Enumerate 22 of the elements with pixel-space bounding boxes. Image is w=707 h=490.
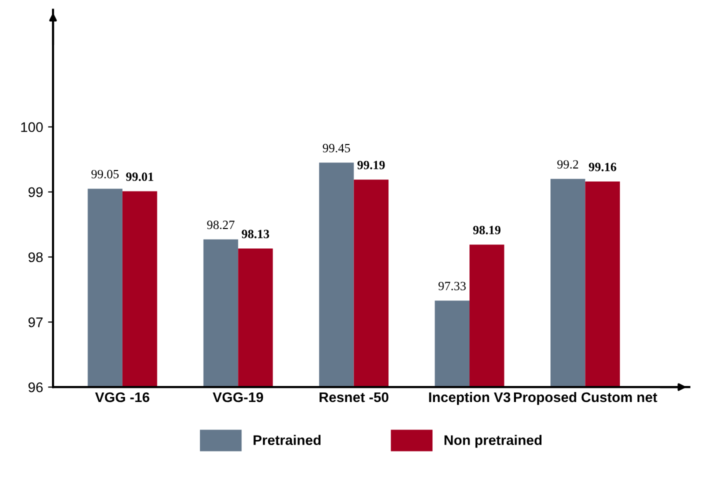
x-tick-label: VGG-19 (212, 392, 264, 402)
legend-label: Pretrained (254, 434, 321, 446)
data-label: 99.01 (126, 172, 154, 182)
y-tick-label: 98 (28, 252, 43, 262)
y-tick-label: 99 (28, 187, 43, 198)
x-tick-label: Inception V3 (429, 392, 510, 405)
data-label: 98.19 (473, 226, 500, 234)
data-label: 97.33 (438, 282, 466, 290)
data-label: 98.27 (207, 220, 234, 230)
data-label: 99.19 (357, 160, 385, 170)
data-label: 99.45 (322, 144, 350, 152)
legend-label: Non pretrained (444, 434, 542, 448)
x-tick-label: Proposed Custom net (514, 392, 658, 405)
data-label: 99.05 (91, 170, 119, 178)
x-tick-label: VGG -16 (95, 392, 150, 402)
y-tick-label: 100 (21, 122, 43, 132)
y-tick-label: 97 (28, 317, 43, 328)
x-tick-label: Resnet -50 (320, 392, 388, 402)
data-label: 98.13 (242, 230, 270, 238)
data-label: 99.16 (588, 162, 616, 172)
y-tick-label: 96 (28, 382, 43, 392)
data-label: 99.2 (557, 160, 578, 169)
